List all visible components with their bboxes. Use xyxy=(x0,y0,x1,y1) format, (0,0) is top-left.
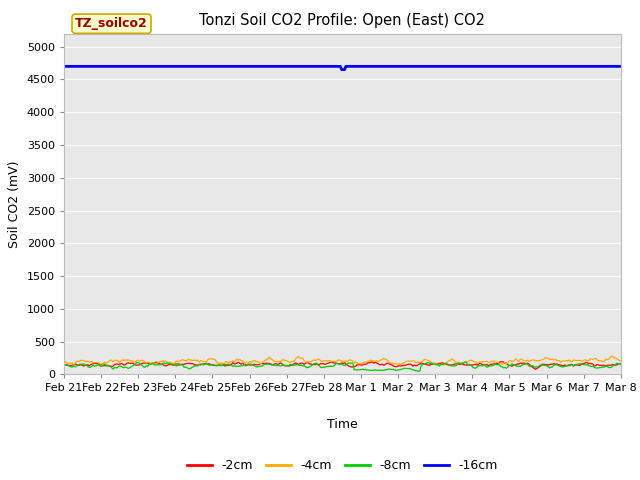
-8cm xyxy=(127,364,135,370)
-4cm xyxy=(617,358,625,364)
-2cm xyxy=(410,362,418,368)
-8cm xyxy=(281,362,289,368)
-2cm xyxy=(465,362,472,368)
-2cm xyxy=(60,361,68,367)
-2cm xyxy=(532,366,540,372)
-4cm xyxy=(60,360,68,366)
Line: -4cm: -4cm xyxy=(64,356,621,365)
Line: -8cm: -8cm xyxy=(64,362,621,372)
-16cm xyxy=(281,63,289,69)
-16cm xyxy=(412,63,419,69)
-8cm xyxy=(410,367,418,373)
-2cm xyxy=(462,362,470,368)
-2cm xyxy=(127,360,135,366)
-16cm xyxy=(60,63,68,69)
-4cm xyxy=(281,358,289,363)
Legend: -2cm, -4cm, -8cm, -16cm: -2cm, -4cm, -8cm, -16cm xyxy=(182,454,503,477)
Title: Tonzi Soil CO2 Profile: Open (East) CO2: Tonzi Soil CO2 Profile: Open (East) CO2 xyxy=(200,13,485,28)
-2cm xyxy=(497,359,504,364)
Line: -2cm: -2cm xyxy=(64,361,621,369)
-8cm xyxy=(462,360,470,365)
-8cm xyxy=(60,361,68,367)
-8cm xyxy=(468,363,476,369)
-4cm xyxy=(463,359,471,365)
-16cm xyxy=(617,63,625,69)
X-axis label: Time: Time xyxy=(327,419,358,432)
-2cm xyxy=(241,363,249,369)
-2cm xyxy=(617,361,625,367)
-8cm xyxy=(465,361,472,367)
-16cm xyxy=(241,63,249,69)
-4cm xyxy=(440,362,447,368)
-16cm xyxy=(467,63,474,69)
-2cm xyxy=(281,363,289,369)
-4cm xyxy=(609,353,616,359)
-8cm xyxy=(415,369,422,374)
-8cm xyxy=(241,361,249,367)
Y-axis label: Soil CO2 (mV): Soil CO2 (mV) xyxy=(8,160,21,248)
-4cm xyxy=(467,358,474,363)
Line: -16cm: -16cm xyxy=(64,66,621,70)
-16cm xyxy=(338,67,346,72)
-4cm xyxy=(241,360,249,366)
Text: TZ_soilco2: TZ_soilco2 xyxy=(75,17,148,30)
-8cm xyxy=(617,361,625,367)
-16cm xyxy=(127,63,135,69)
-4cm xyxy=(127,358,135,364)
-16cm xyxy=(463,63,471,69)
-4cm xyxy=(410,358,418,364)
